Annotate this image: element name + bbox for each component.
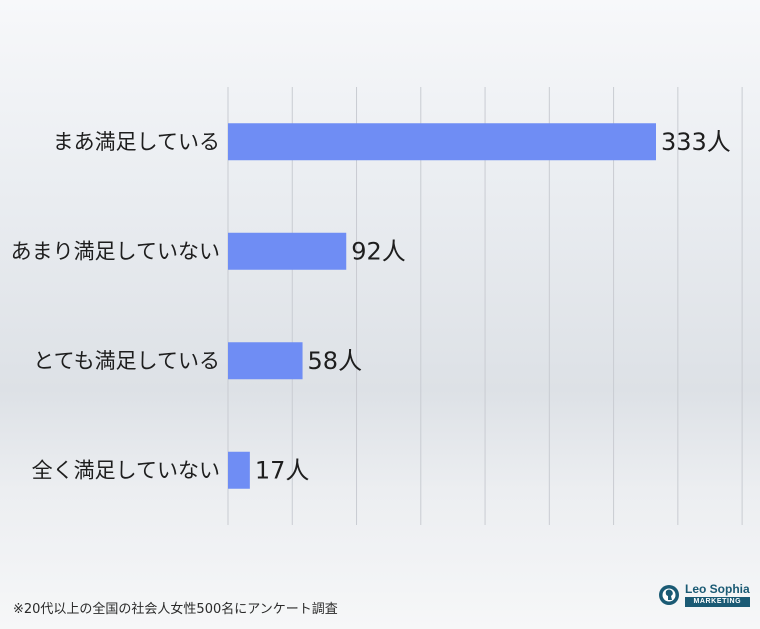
chart-bars: [228, 123, 656, 489]
value-label: 17人: [255, 456, 310, 484]
category-label: あまり満足していない: [11, 239, 220, 263]
value-label: 333人: [661, 128, 731, 156]
value-label: 58人: [308, 347, 363, 375]
survey-footnote: ※20代以上の全国の社会人女性500名にアンケート調査: [13, 602, 338, 617]
logo-name: Leo Sophia: [685, 582, 750, 596]
value-label: 92人: [351, 237, 406, 265]
bar: [228, 123, 656, 161]
logo-subtitle: MARKETING: [685, 597, 750, 607]
value-labels: 333人 92人 58人 17人: [255, 128, 731, 485]
bar: [228, 232, 347, 270]
category-label: 全く満足していない: [32, 458, 220, 482]
brand-logo: Leo Sophia MARKETING: [658, 583, 750, 607]
category-label: まあ満足している: [53, 130, 220, 154]
bar: [228, 451, 250, 489]
bar: [228, 342, 303, 380]
category-label: とても満足している: [33, 349, 220, 373]
lion-head-icon: [659, 585, 679, 605]
